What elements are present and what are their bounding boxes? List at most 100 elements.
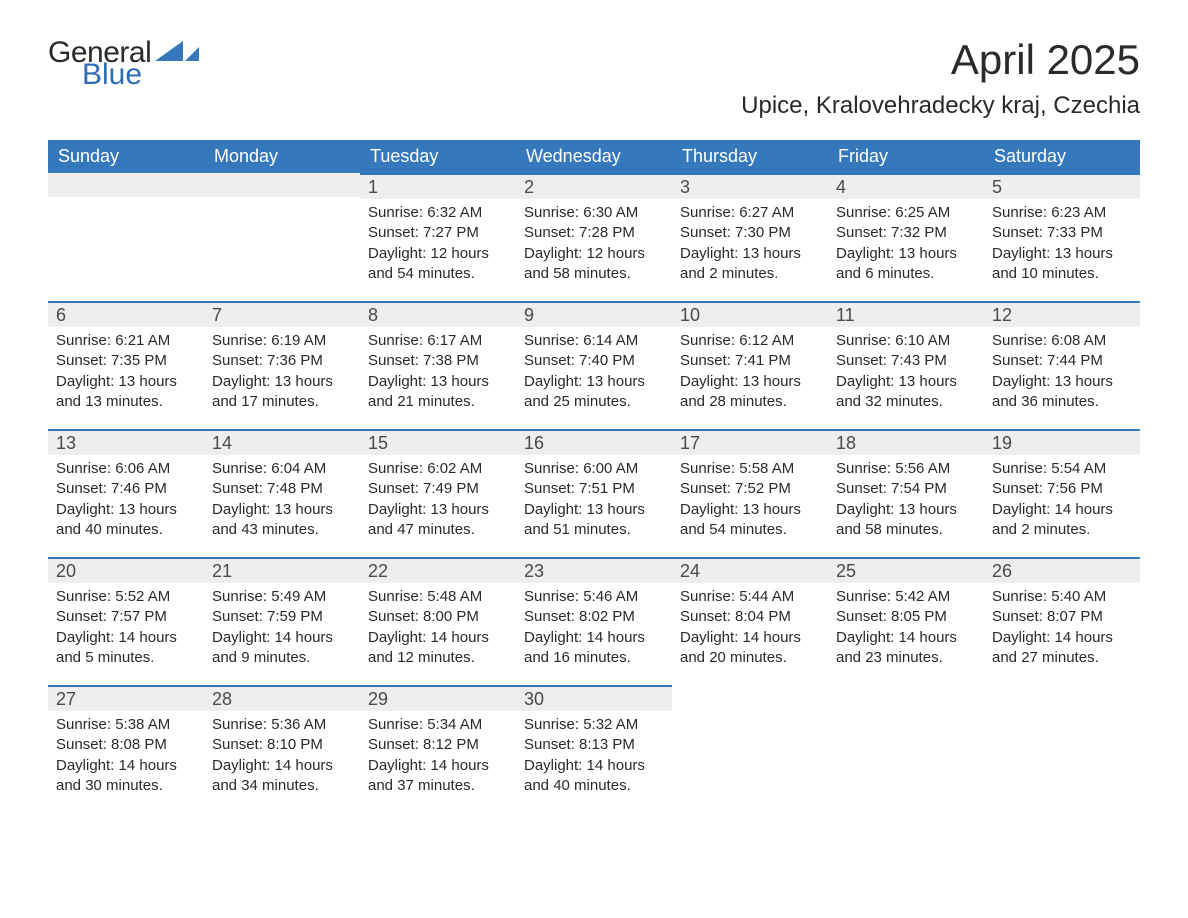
- day-number: 6: [48, 301, 204, 327]
- calendar-cell: [204, 173, 360, 301]
- sunset-line: Sunset: 7:36 PM: [212, 351, 352, 371]
- calendar-cell: 26Sunrise: 5:40 AMSunset: 8:07 PMDayligh…: [984, 557, 1140, 685]
- daylight-line: Daylight: 13 hours and 25 minutes.: [524, 372, 664, 413]
- sunrise-line: Sunrise: 6:21 AM: [56, 331, 196, 351]
- sunset-line: Sunset: 7:56 PM: [992, 479, 1132, 499]
- day-number: 15: [360, 429, 516, 455]
- daylight-line: Daylight: 12 hours and 54 minutes.: [368, 244, 508, 285]
- sunrise-line: Sunrise: 6:17 AM: [368, 331, 508, 351]
- day-details: Sunrise: 6:12 AMSunset: 7:41 PMDaylight:…: [672, 327, 828, 418]
- calendar-cell: 28Sunrise: 5:36 AMSunset: 8:10 PMDayligh…: [204, 685, 360, 813]
- day-number: 9: [516, 301, 672, 327]
- day-details: Sunrise: 6:17 AMSunset: 7:38 PMDaylight:…: [360, 327, 516, 418]
- calendar-cell: 19Sunrise: 5:54 AMSunset: 7:56 PMDayligh…: [984, 429, 1140, 557]
- daylight-line: Daylight: 13 hours and 43 minutes.: [212, 500, 352, 541]
- sunset-line: Sunset: 7:41 PM: [680, 351, 820, 371]
- calendar-week-row: 13Sunrise: 6:06 AMSunset: 7:46 PMDayligh…: [48, 429, 1140, 557]
- day-details: Sunrise: 6:19 AMSunset: 7:36 PMDaylight:…: [204, 327, 360, 418]
- sunrise-line: Sunrise: 5:40 AM: [992, 587, 1132, 607]
- day-details: Sunrise: 6:04 AMSunset: 7:48 PMDaylight:…: [204, 455, 360, 546]
- day-number: 24: [672, 557, 828, 583]
- calendar-cell: 21Sunrise: 5:49 AMSunset: 7:59 PMDayligh…: [204, 557, 360, 685]
- sunset-line: Sunset: 7:44 PM: [992, 351, 1132, 371]
- sunset-line: Sunset: 7:49 PM: [368, 479, 508, 499]
- daylight-line: Daylight: 13 hours and 2 minutes.: [680, 244, 820, 285]
- calendar-cell: [984, 685, 1140, 813]
- daylight-line: Daylight: 13 hours and 47 minutes.: [368, 500, 508, 541]
- sunrise-line: Sunrise: 5:36 AM: [212, 715, 352, 735]
- sunset-line: Sunset: 8:04 PM: [680, 607, 820, 627]
- daylight-line: Daylight: 14 hours and 20 minutes.: [680, 628, 820, 669]
- weekday-header: Wednesday: [516, 140, 672, 173]
- calendar-table: Sunday Monday Tuesday Wednesday Thursday…: [48, 140, 1140, 813]
- day-details: Sunrise: 6:23 AMSunset: 7:33 PMDaylight:…: [984, 199, 1140, 290]
- daylight-line: Daylight: 14 hours and 34 minutes.: [212, 756, 352, 797]
- day-details: Sunrise: 5:44 AMSunset: 8:04 PMDaylight:…: [672, 583, 828, 674]
- location: Upice, Kralovehradecky kraj, Czechia: [741, 92, 1140, 120]
- day-number: 11: [828, 301, 984, 327]
- calendar-cell: [828, 685, 984, 813]
- weekday-header: Thursday: [672, 140, 828, 173]
- sunrise-line: Sunrise: 6:04 AM: [212, 459, 352, 479]
- sunrise-line: Sunrise: 6:06 AM: [56, 459, 196, 479]
- day-number: 29: [360, 685, 516, 711]
- daylight-line: Daylight: 13 hours and 36 minutes.: [992, 372, 1132, 413]
- sunset-line: Sunset: 8:07 PM: [992, 607, 1132, 627]
- sunrise-line: Sunrise: 6:27 AM: [680, 203, 820, 223]
- day-number: 5: [984, 173, 1140, 199]
- daylight-line: Daylight: 12 hours and 58 minutes.: [524, 244, 664, 285]
- sunrise-line: Sunrise: 5:32 AM: [524, 715, 664, 735]
- day-number: 13: [48, 429, 204, 455]
- daylight-line: Daylight: 14 hours and 23 minutes.: [836, 628, 976, 669]
- calendar-cell: 11Sunrise: 6:10 AMSunset: 7:43 PMDayligh…: [828, 301, 984, 429]
- sunset-line: Sunset: 7:52 PM: [680, 479, 820, 499]
- day-number: 12: [984, 301, 1140, 327]
- weekday-header: Tuesday: [360, 140, 516, 173]
- sunrise-line: Sunrise: 6:30 AM: [524, 203, 664, 223]
- sunset-line: Sunset: 7:48 PM: [212, 479, 352, 499]
- calendar-cell: 14Sunrise: 6:04 AMSunset: 7:48 PMDayligh…: [204, 429, 360, 557]
- calendar-cell: 13Sunrise: 6:06 AMSunset: 7:46 PMDayligh…: [48, 429, 204, 557]
- sunrise-line: Sunrise: 6:19 AM: [212, 331, 352, 351]
- weekday-header: Saturday: [984, 140, 1140, 173]
- day-details: Sunrise: 5:42 AMSunset: 8:05 PMDaylight:…: [828, 583, 984, 674]
- weekday-header: Friday: [828, 140, 984, 173]
- daylight-line: Daylight: 13 hours and 6 minutes.: [836, 244, 976, 285]
- day-details: Sunrise: 6:21 AMSunset: 7:35 PMDaylight:…: [48, 327, 204, 418]
- day-details: Sunrise: 5:54 AMSunset: 7:56 PMDaylight:…: [984, 455, 1140, 546]
- daylight-line: Daylight: 13 hours and 10 minutes.: [992, 244, 1132, 285]
- day-details: Sunrise: 6:14 AMSunset: 7:40 PMDaylight:…: [516, 327, 672, 418]
- sunset-line: Sunset: 7:30 PM: [680, 223, 820, 243]
- day-details: Sunrise: 6:25 AMSunset: 7:32 PMDaylight:…: [828, 199, 984, 290]
- calendar-cell: 27Sunrise: 5:38 AMSunset: 8:08 PMDayligh…: [48, 685, 204, 813]
- day-number: 2: [516, 173, 672, 199]
- day-number: 21: [204, 557, 360, 583]
- day-details: Sunrise: 6:27 AMSunset: 7:30 PMDaylight:…: [672, 199, 828, 290]
- sunrise-line: Sunrise: 5:49 AM: [212, 587, 352, 607]
- sunset-line: Sunset: 7:28 PM: [524, 223, 664, 243]
- sunset-line: Sunset: 7:51 PM: [524, 479, 664, 499]
- sunset-line: Sunset: 8:05 PM: [836, 607, 976, 627]
- day-details: Sunrise: 5:40 AMSunset: 8:07 PMDaylight:…: [984, 583, 1140, 674]
- sunset-line: Sunset: 8:08 PM: [56, 735, 196, 755]
- sunrise-line: Sunrise: 6:08 AM: [992, 331, 1132, 351]
- daylight-line: Daylight: 13 hours and 58 minutes.: [836, 500, 976, 541]
- calendar-cell: 20Sunrise: 5:52 AMSunset: 7:57 PMDayligh…: [48, 557, 204, 685]
- sunset-line: Sunset: 7:27 PM: [368, 223, 508, 243]
- day-number: 26: [984, 557, 1140, 583]
- day-details: Sunrise: 5:56 AMSunset: 7:54 PMDaylight:…: [828, 455, 984, 546]
- calendar-cell: 23Sunrise: 5:46 AMSunset: 8:02 PMDayligh…: [516, 557, 672, 685]
- sunrise-line: Sunrise: 5:34 AM: [368, 715, 508, 735]
- calendar-cell: 2 Sunrise: 6:30 AMSunset: 7:28 PMDaylight…: [516, 173, 672, 301]
- day-details: Sunrise: 5:58 AMSunset: 7:52 PMDaylight:…: [672, 455, 828, 546]
- day-number: 25: [828, 557, 984, 583]
- daylight-line: Daylight: 13 hours and 28 minutes.: [680, 372, 820, 413]
- day-details: Sunrise: 6:10 AMSunset: 7:43 PMDaylight:…: [828, 327, 984, 418]
- sunset-line: Sunset: 7:40 PM: [524, 351, 664, 371]
- calendar-cell: 15Sunrise: 6:02 AMSunset: 7:49 PMDayligh…: [360, 429, 516, 557]
- sunset-line: Sunset: 7:43 PM: [836, 351, 976, 371]
- daylight-line: Daylight: 13 hours and 17 minutes.: [212, 372, 352, 413]
- day-number: 3: [672, 173, 828, 199]
- calendar-cell: 29Sunrise: 5:34 AMSunset: 8:12 PMDayligh…: [360, 685, 516, 813]
- calendar-cell: 5Sunrise: 6:23 AMSunset: 7:33 PMDaylight…: [984, 173, 1140, 301]
